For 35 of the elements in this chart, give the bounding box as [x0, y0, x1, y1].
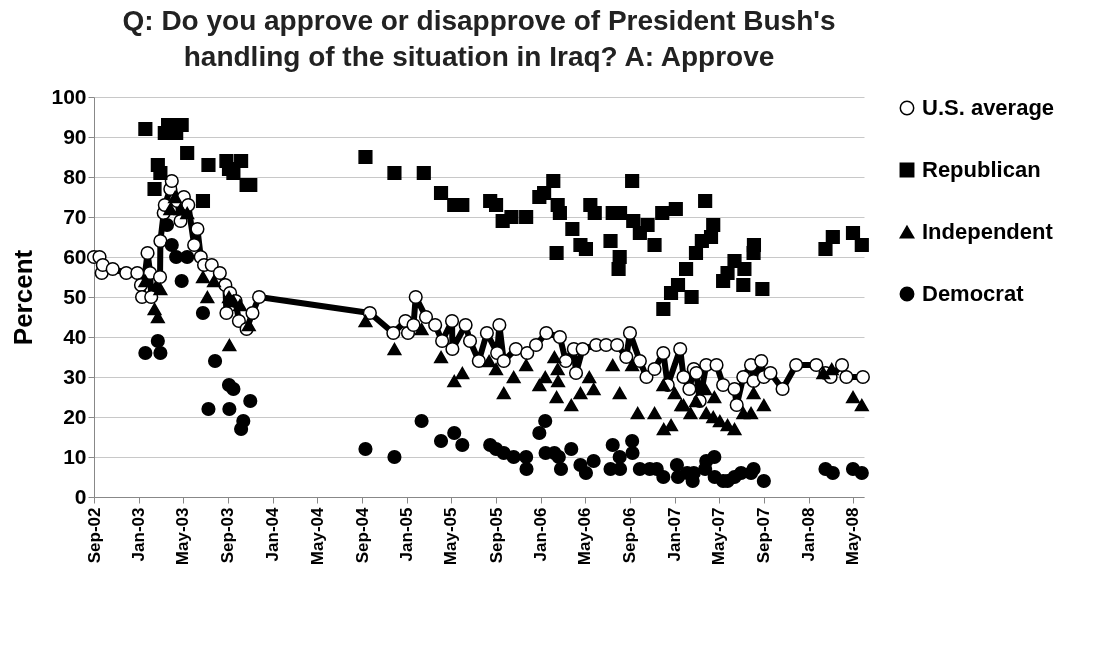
legend-label: U.S. average: [922, 95, 1055, 120]
x-tick-label: Sep-03: [218, 507, 238, 564]
x-tick-label: Jan-08: [799, 507, 819, 562]
x-tick-label: Sep-05: [486, 507, 506, 564]
y-tick-label: 30: [63, 364, 87, 388]
x-tick-label: May-03: [173, 507, 193, 566]
y-tick-label: 10: [63, 444, 87, 468]
legend-label: Republican: [922, 157, 1041, 182]
x-tick-label: Jan-05: [397, 507, 417, 562]
y-tick-label: 90: [63, 124, 87, 148]
y-tick-label: 60: [63, 244, 87, 268]
x-tick-label: Jan-07: [665, 507, 685, 562]
y-tick-label: 80: [63, 164, 87, 188]
legend-label: Independent: [922, 219, 1054, 244]
y-tick-label: 100: [51, 84, 87, 108]
x-tick-label: Sep-04: [352, 506, 372, 564]
y-tick-label: 70: [63, 204, 87, 228]
x-tick-label: Jan-06: [531, 507, 551, 562]
x-tick-label: Jan-04: [263, 506, 283, 562]
x-tick-label: May-08: [843, 507, 863, 566]
x-tick-label: May-05: [441, 507, 461, 566]
y-tick-label: 0: [74, 484, 87, 508]
x-tick-label: Jan-03: [129, 507, 149, 562]
x-tick-label: Sep-06: [620, 507, 640, 564]
y-axis-title: Percent: [8, 249, 39, 346]
y-tick-label: 20: [63, 404, 87, 428]
legend-label: Democrat: [922, 281, 1025, 306]
x-tick-label: Sep-02: [84, 507, 104, 564]
y-tick-label: 40: [63, 324, 87, 348]
x-tick-label: May-06: [575, 507, 595, 566]
y-tick-label: 50: [63, 284, 87, 308]
chart-title: Q: Do you approve or disapprove of President Bush's handling of the situation in Iraq? A: Approve: [122, 5, 836, 72]
x-tick-label: May-07: [709, 507, 729, 566]
x-tick-label: May-04: [307, 506, 327, 566]
x-tick-label: Sep-07: [754, 507, 774, 564]
